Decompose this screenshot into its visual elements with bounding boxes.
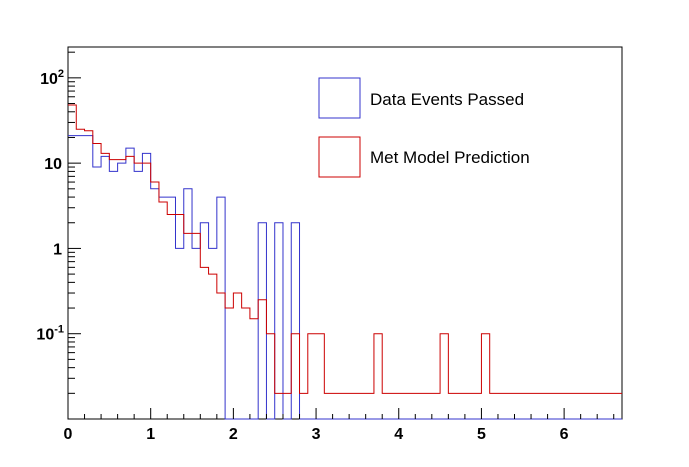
y-tick-label: 10-1 (36, 324, 64, 344)
plot-frame (67, 46, 623, 420)
x-tick-label: 5 (477, 426, 486, 443)
x-tick-label: 1 (146, 426, 155, 443)
x-tick-label: 4 (394, 426, 403, 443)
series-line-data (68, 135, 622, 420)
x-tick-label: 2 (229, 426, 238, 443)
axes: 0 1 2 3 4 5 6 10-1 1 10 102 (36, 51, 615, 443)
x-tick-label: 0 (64, 426, 73, 443)
legend-label-model: Met Model Prediction (370, 148, 530, 167)
legend-label-data: Data Events Passed (370, 90, 524, 109)
x-tick-label: 3 (312, 426, 321, 443)
x-tick-label: 6 (560, 426, 569, 443)
y-tick-label: 10 (44, 156, 62, 173)
series-layer (68, 104, 622, 420)
legend: Data Events Passed Met Model Prediction (318, 77, 530, 178)
y-tick-label: 1 (53, 241, 62, 258)
series-line-model (68, 104, 622, 394)
y-tick-label: 102 (40, 68, 64, 88)
legend-swatch-data (318, 77, 361, 119)
legend-swatch-model (318, 136, 361, 178)
